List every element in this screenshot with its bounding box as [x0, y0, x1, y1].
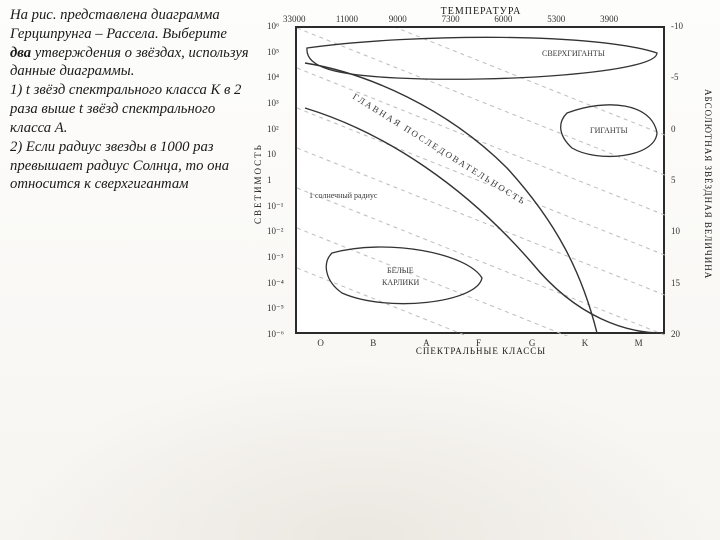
label-dwarf-2: КАРЛИКИ: [382, 278, 420, 287]
hr-diagram: ТЕМПЕРАТУРА СВЕТИМОСТЬ АБСОЛЮТНАЯ ЗВЁЗДН…: [255, 4, 707, 364]
axis-title-luminosity: СВЕТИМОСТЬ: [253, 4, 263, 364]
label-dwarf-1: БЕЛЫЕ: [387, 266, 414, 275]
intro-paragraph: На рис. представлена диаграмма Герцшпрун…: [10, 6, 251, 81]
region-supergiants: [307, 37, 657, 79]
question-2: 2) Если радиус звезды в 1000 раз превыша…: [10, 138, 251, 194]
chart-svg: СВЕРХГИГАНТЫ ГИГАНТЫ БЕЛЫЕ КАРЛИКИ ГЛАВН…: [297, 28, 667, 336]
document-content: На рис. представлена диаграмма Герцшпрун…: [0, 0, 720, 540]
axis-title-magnitude: АБСОЛЮТНАЯ ЗВЁЗДНАЯ ВЕЛИЧИНА: [703, 4, 713, 364]
intro-bold: два: [10, 45, 31, 61]
label-supergiants: СВЕРХГИГАНТЫ: [542, 49, 605, 58]
region-white-dwarfs: [326, 247, 482, 304]
chart-plot-area: СВЕРХГИГАНТЫ ГИГАНТЫ БЕЛЫЕ КАРЛИКИ ГЛАВН…: [295, 26, 665, 334]
label-giants: ГИГАНТЫ: [590, 126, 628, 135]
intro-text-2: утверждения о звёздах, используя данные …: [10, 45, 249, 80]
label-main-seq: ГЛАВНАЯ ПОСЛЕДОВАТЕЛЬНОСТЬ: [351, 91, 528, 207]
question-intro-block: На рис. представлена диаграмма Герцшпрун…: [0, 0, 255, 194]
label-radius-1: 1 солнечный радиус: [309, 191, 378, 200]
question-1: 1) t звёзд спектрального класса K в 2 ра…: [10, 81, 251, 137]
axis-title-spectral: СПЕКТРАЛЬНЫЕ КЛАССЫ: [255, 346, 707, 366]
axis-title-temperature: ТЕМПЕРАТУРА: [255, 6, 707, 17]
intro-text-1: На рис. представлена диаграмма Герцшпрун…: [10, 7, 227, 42]
